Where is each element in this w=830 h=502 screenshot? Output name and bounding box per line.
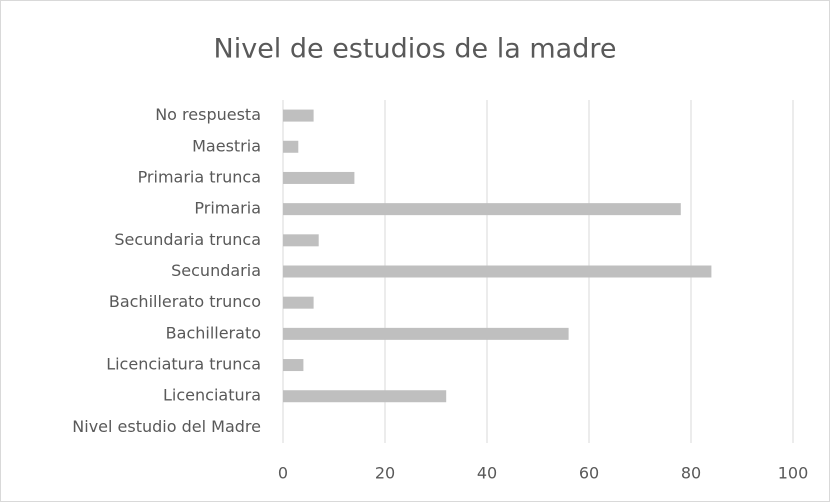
y-tick-label: Nivel estudio del Madre [72,417,261,436]
chart-title: Nivel de estudios de la madre [214,34,617,65]
x-tick-label: 80 [681,464,701,483]
bar [283,109,314,122]
bar [283,296,314,309]
bar [283,390,447,403]
y-tick-label: Secundaria [171,261,261,280]
y-tick-label: Secundaria trunca [114,230,261,249]
y-tick-label: Primaria [194,199,261,218]
bar [283,359,304,372]
bar [283,265,712,278]
bar [283,140,299,153]
x-tick-label: 60 [579,464,599,483]
y-tick-label: Bachillerato [166,323,261,342]
x-tick-label: 20 [375,464,395,483]
bar [283,171,355,184]
y-tick-label: Licenciatura [163,386,261,405]
y-tick-label: Bachillerato trunco [109,292,261,311]
y-tick-label: Licenciatura trunca [106,355,261,374]
x-tick-label: 100 [778,464,809,483]
y-tick-label: Primaria trunca [138,167,261,186]
y-tick-label: Maestria [192,136,261,155]
bar [283,327,569,340]
x-tick-label: 0 [278,464,288,483]
bar [283,203,681,216]
x-tick-label: 40 [477,464,497,483]
y-tick-label: No respuesta [155,105,261,124]
bar [283,234,319,247]
